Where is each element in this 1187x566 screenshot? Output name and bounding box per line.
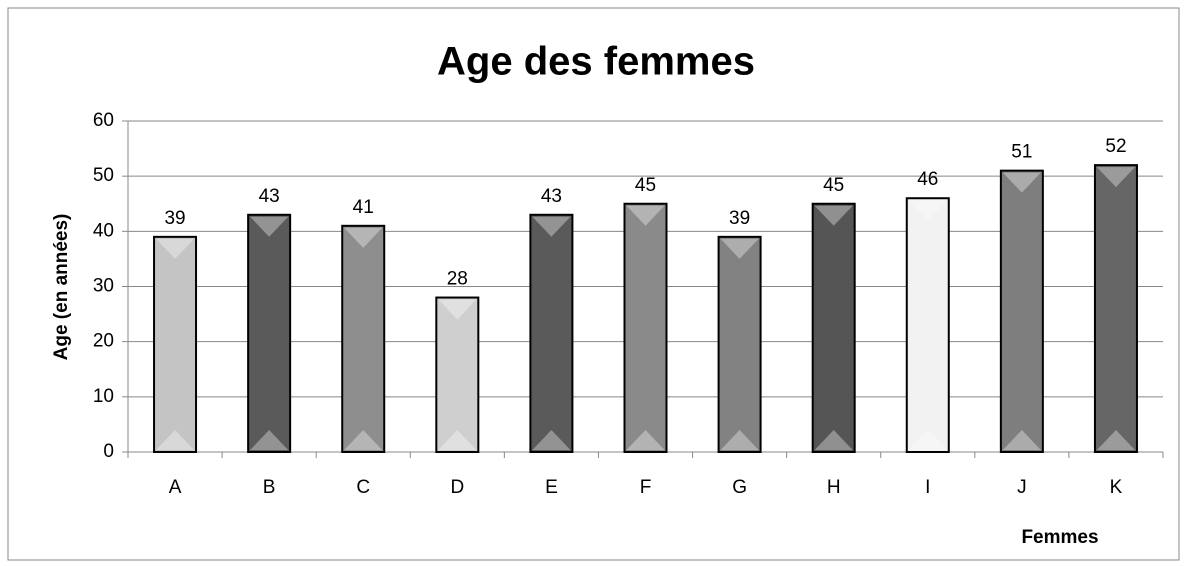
bar	[623, 202, 668, 453]
chart-title: Age des femmes	[437, 40, 755, 84]
x-tick-label: E	[545, 477, 558, 498]
bar-bevel	[156, 430, 195, 450]
bar-bevel	[344, 430, 383, 450]
bar	[905, 197, 950, 453]
bar	[1093, 164, 1138, 453]
bar-bevel	[532, 216, 571, 237]
y-tick-label: 0	[103, 441, 114, 462]
bar-bevel	[814, 205, 853, 226]
bar-bevel	[1002, 430, 1041, 450]
x-tick-label: B	[263, 477, 276, 498]
bar	[341, 224, 386, 453]
bar	[153, 235, 198, 453]
value-label: 41	[353, 197, 374, 218]
bar-bevel	[250, 216, 289, 237]
chart-frame	[7, 7, 1180, 561]
bar-bevel	[626, 430, 665, 450]
x-tick-label: F	[640, 477, 652, 498]
y-tick-label: 20	[93, 331, 114, 352]
value-label: 45	[635, 175, 656, 196]
y-tick-label: 30	[93, 276, 114, 297]
bar	[811, 202, 856, 453]
bar-bevel	[1002, 172, 1041, 193]
x-tick-label: A	[169, 477, 182, 498]
bar-bevel	[908, 430, 947, 450]
value-label: 51	[1011, 142, 1032, 163]
value-label: 46	[917, 169, 938, 190]
x-tick-label: I	[925, 477, 930, 498]
y-tick-label: 60	[93, 110, 114, 131]
bar-bevel	[438, 430, 477, 450]
bar-bevel	[720, 430, 759, 450]
bar-bevel	[532, 430, 571, 450]
bar-bevel	[250, 430, 289, 450]
bar	[435, 296, 480, 453]
bar-bevel	[1096, 167, 1135, 188]
y-axis-label: Age (en années)	[51, 214, 72, 361]
value-label: 43	[541, 186, 562, 207]
bar-bevel	[1096, 430, 1135, 450]
y-tick-label: 50	[93, 165, 114, 186]
x-axis-label: Femmes	[1021, 527, 1098, 548]
value-label: 43	[259, 186, 280, 207]
bar	[529, 213, 574, 453]
x-tick-label: H	[827, 477, 841, 498]
value-label: 39	[164, 208, 185, 229]
bar-bevel	[814, 430, 853, 450]
bar	[717, 235, 762, 453]
bar-bevel	[344, 227, 383, 248]
x-tick-label: J	[1017, 477, 1027, 498]
y-tick-label: 40	[93, 220, 114, 241]
value-label: 39	[729, 208, 750, 229]
x-tick-label: D	[450, 477, 464, 498]
bar	[247, 213, 292, 453]
bar-bevel	[156, 238, 195, 259]
value-label: 45	[823, 175, 844, 196]
y-tick-label: 10	[93, 386, 114, 407]
x-tick-label: G	[732, 477, 747, 498]
bar-bevel	[438, 299, 477, 320]
bar-bevel	[626, 205, 665, 226]
x-tick-label: C	[356, 477, 370, 498]
value-label: 52	[1105, 136, 1126, 157]
bar-bevel	[908, 200, 947, 221]
value-label: 28	[447, 269, 468, 290]
bar	[999, 169, 1044, 453]
bar-bevel	[720, 238, 759, 259]
x-tick-label: K	[1110, 477, 1123, 498]
